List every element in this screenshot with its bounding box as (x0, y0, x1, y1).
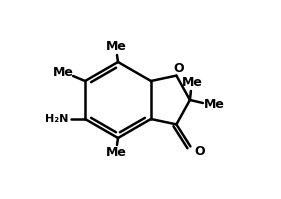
Text: H₂N: H₂N (46, 114, 69, 124)
Text: Me: Me (182, 76, 202, 90)
Text: Me: Me (53, 66, 74, 79)
Text: Me: Me (106, 41, 126, 54)
Text: Me: Me (203, 99, 224, 111)
Text: O: O (173, 62, 184, 75)
Text: Me: Me (106, 146, 126, 160)
Text: O: O (194, 145, 205, 158)
